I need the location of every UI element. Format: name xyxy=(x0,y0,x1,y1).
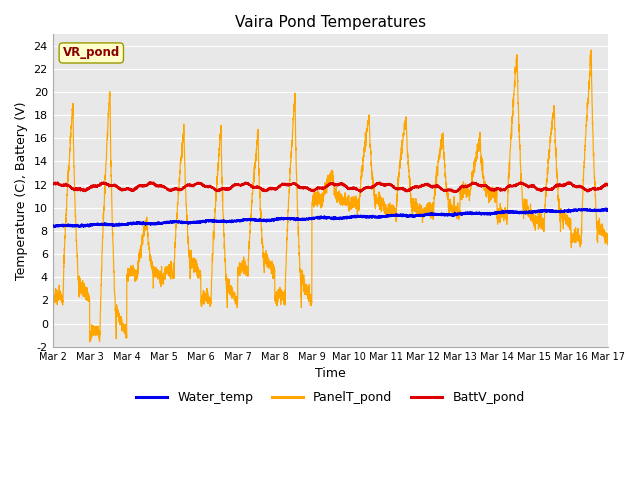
Y-axis label: Temperature (C), Battery (V): Temperature (C), Battery (V) xyxy=(15,101,28,279)
Title: Vaira Pond Temperatures: Vaira Pond Temperatures xyxy=(235,15,426,30)
Text: VR_pond: VR_pond xyxy=(63,47,120,60)
X-axis label: Time: Time xyxy=(315,367,346,380)
Legend: Water_temp, PanelT_pond, BattV_pond: Water_temp, PanelT_pond, BattV_pond xyxy=(131,386,530,409)
